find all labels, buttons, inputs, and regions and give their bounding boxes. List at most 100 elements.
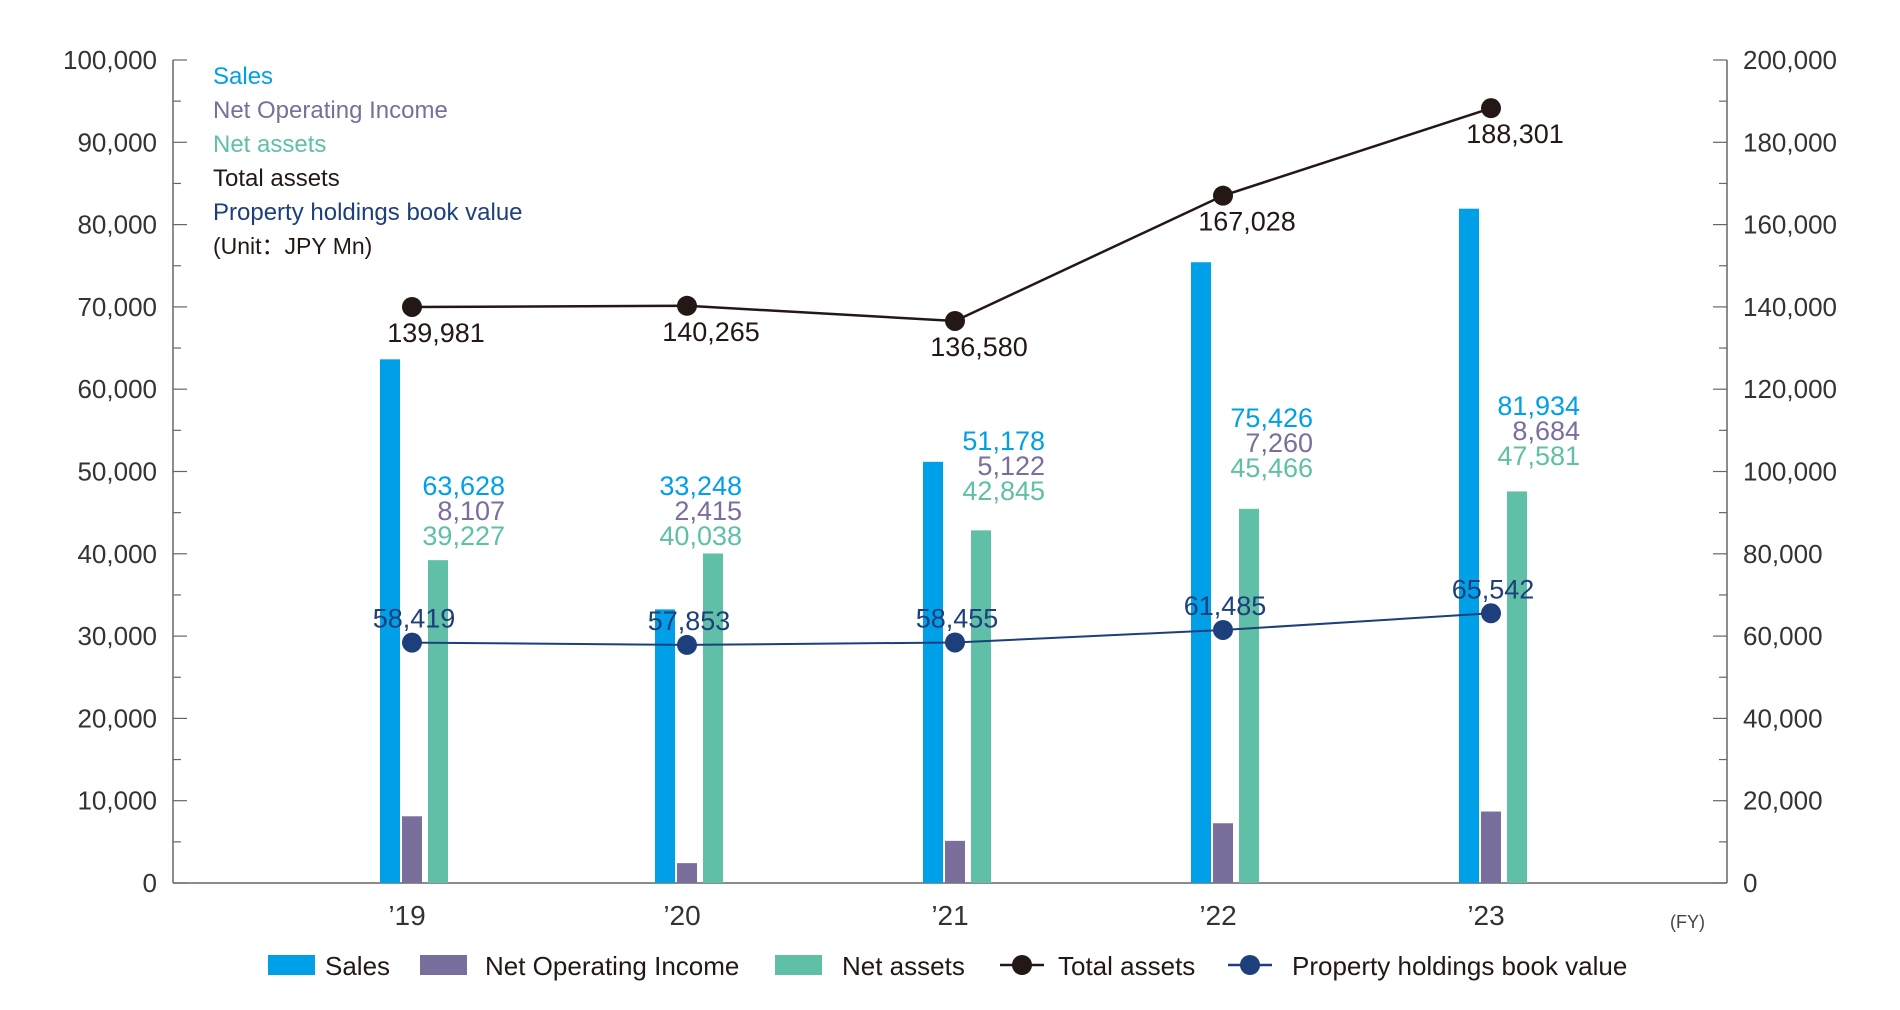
y-tick-label-right: 120,000 [1743, 374, 1837, 404]
legend-swatch-marker-property [1240, 955, 1260, 975]
y-tick-label-left: 0 [143, 868, 157, 898]
y-tick-label-left: 80,000 [77, 210, 157, 240]
point-total-assets [677, 295, 697, 316]
y-tick-label-right: 160,000 [1743, 210, 1837, 240]
header-legend-total-assets: Total assets [213, 165, 340, 192]
bar-noi [1213, 823, 1233, 883]
y-tick-label-left: 40,000 [77, 539, 157, 569]
point-property-holdings [1481, 603, 1501, 624]
point-property-holdings [402, 632, 422, 653]
bar-sales [923, 461, 943, 883]
label-property-holdings: 57,853 [648, 606, 731, 636]
point-total-assets [1481, 98, 1501, 119]
label-total-assets: 140,265 [662, 317, 760, 347]
header-legend-net-assets: Net assets [213, 131, 326, 158]
legend-label-sales: Sales [325, 951, 390, 981]
header-legend-noi: Net Operating Income [213, 97, 448, 124]
y-tick-label-right: 0 [1743, 868, 1757, 898]
label-noi: 7,260 [1245, 428, 1313, 458]
label-total-assets: 136,580 [930, 332, 1028, 362]
bar-sales [1191, 262, 1211, 883]
y-tick-label-left: 70,000 [77, 292, 157, 322]
axes: 0 10,000 20,000 30,000 40,000 50,000 60,000 70,… [63, 45, 1837, 931]
point-total-assets [945, 310, 965, 331]
label-net-assets: 40,038 [659, 521, 742, 551]
bar-noi [402, 816, 422, 883]
label-net-assets: 39,227 [422, 521, 505, 551]
y-tick-label-right: 20,000 [1743, 786, 1823, 816]
line-total-assets [411, 106, 1492, 323]
x-tick-label: ’22 [1199, 900, 1236, 931]
label-sales: 63,628 [422, 471, 505, 501]
y-tick-label-right: 80,000 [1743, 539, 1823, 569]
header-legend: Sales Net Operating Income Net assets To… [213, 63, 523, 259]
x-tick-label: ’23 [1467, 900, 1504, 931]
label-noi: 8,684 [1512, 416, 1580, 446]
y-tick-label-left: 100,000 [63, 45, 157, 75]
point-property-holdings [1213, 619, 1233, 640]
legend-swatch-marker-total-assets [1012, 955, 1032, 975]
bars [380, 208, 1527, 884]
label-net-assets: 45,466 [1230, 453, 1313, 483]
y-tick-label-right: 100,000 [1743, 457, 1837, 487]
label-total-assets: 167,028 [1198, 207, 1296, 237]
point-property-holdings [677, 634, 697, 655]
y-tick-label-left: 90,000 [77, 127, 157, 157]
bar-sales [380, 359, 400, 883]
x-tick-label: ’20 [663, 900, 700, 931]
bar-sales [1459, 208, 1479, 884]
bar-net-assets [703, 553, 723, 883]
bar-net-assets [428, 560, 448, 883]
label-property-holdings: 58,455 [916, 603, 999, 633]
bottom-legend: Sales Net Operating Income Net assets Total… [268, 951, 1627, 981]
legend-label-total-assets: Total assets [1058, 951, 1195, 981]
y-tick-label-left: 50,000 [77, 457, 157, 487]
y-tick-label-left: 20,000 [77, 703, 157, 733]
legend-swatch-sales [268, 955, 315, 975]
y-tick-label-left: 30,000 [77, 621, 157, 651]
header-legend-unit: (Unit：JPY Mn) [213, 233, 372, 259]
lines [402, 98, 1501, 655]
label-sales: 75,426 [1230, 403, 1313, 433]
y-tick-label-right: 140,000 [1743, 292, 1837, 322]
point-total-assets [402, 296, 422, 317]
label-property-holdings: 65,542 [1452, 574, 1535, 604]
label-property-holdings: 61,485 [1184, 591, 1267, 621]
x-tick-label: ’19 [388, 900, 425, 931]
header-legend-property: Property holdings book value [213, 199, 523, 226]
point-total-assets [1213, 185, 1233, 206]
y-tick-label-left: 10,000 [77, 786, 157, 816]
label-noi: 5,122 [977, 451, 1045, 481]
label-sales: 81,934 [1497, 391, 1580, 421]
bar-sales [655, 609, 675, 883]
point-property-holdings [945, 632, 965, 653]
label-sales: 51,178 [962, 426, 1045, 456]
label-net-assets: 47,581 [1497, 441, 1580, 471]
label-noi: 8,107 [437, 496, 505, 526]
label-total-assets: 188,301 [1466, 119, 1564, 149]
bar-noi [677, 863, 697, 883]
y-tick-label-right: 200,000 [1743, 45, 1837, 75]
label-sales: 33,248 [659, 471, 742, 501]
bar-net-assets [1507, 491, 1527, 883]
label-net-assets: 42,845 [962, 476, 1045, 506]
label-noi: 2,415 [674, 496, 742, 526]
label-property-holdings: 58,419 [373, 604, 456, 634]
header-legend-sales: Sales [213, 63, 273, 90]
data-labels: 139,981 140,265 136,580 167,028 188,301 58,41… [373, 119, 1580, 636]
y-tick-label-left: 60,000 [77, 374, 157, 404]
label-total-assets: 139,981 [387, 318, 485, 348]
y-tick-label-right: 180,000 [1743, 127, 1837, 157]
bar-net-assets [971, 530, 991, 883]
bar-net-assets [1239, 508, 1259, 883]
legend-label-property: Property holdings book value [1292, 951, 1627, 981]
bar-noi [1481, 811, 1501, 883]
x-tick-label: ’21 [931, 900, 968, 931]
y-tick-label-right: 40,000 [1743, 703, 1823, 733]
legend-label-noi: Net Operating Income [485, 951, 739, 981]
legend-swatch-net-assets [775, 955, 822, 975]
legend-label-net-assets: Net assets [842, 951, 965, 981]
legend-swatch-noi [420, 955, 467, 975]
y-tick-label-right: 60,000 [1743, 621, 1823, 651]
